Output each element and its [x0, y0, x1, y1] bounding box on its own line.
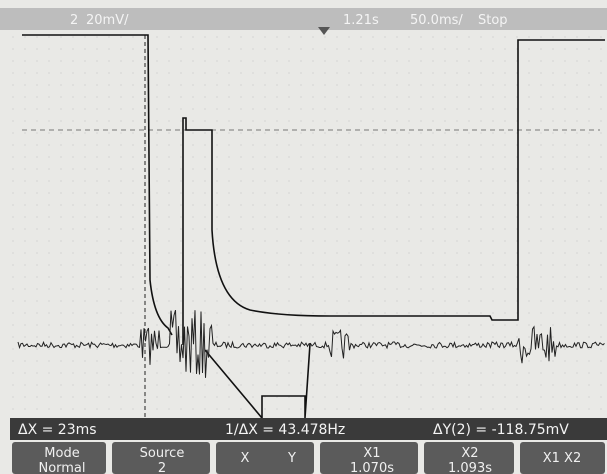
softkey-value: 1.093s: [448, 461, 492, 474]
trace-3: [204, 343, 311, 421]
softkey-value: 1.070s: [350, 461, 394, 474]
trace-1: [22, 34, 173, 336]
graticule: [10, 28, 607, 418]
softkey[interactable]: [12, 442, 106, 474]
softkey[interactable]: [216, 442, 314, 474]
softkeys: Mode Normal Source 2 X Y X1 1.070s X2 1.…: [12, 442, 605, 474]
softkey-label: X1 X2: [543, 451, 582, 466]
trigger-marker: [318, 27, 330, 35]
trigger-time: 1.21s: [343, 13, 379, 28]
timebase: 50.0ms/: [410, 13, 463, 28]
delta-x: ΔX = 23ms: [18, 422, 97, 438]
softkey[interactable]: [112, 442, 210, 474]
run-status: Stop: [478, 13, 508, 28]
softkey-label: X2: [461, 446, 478, 461]
softkey-label: X1: [363, 446, 380, 461]
status-bar: [0, 8, 607, 30]
softkey-value: Normal: [38, 461, 85, 474]
channel: 2: [70, 13, 78, 28]
softkey-label: X: [241, 451, 250, 466]
noise-path: [17, 309, 605, 378]
trace-2: [182, 39, 605, 345]
noise-trace: [17, 309, 605, 378]
measure-bar: [10, 418, 607, 440]
softkey[interactable]: [424, 442, 514, 474]
delta-y: ΔY(2) = -118.75mV: [433, 422, 569, 438]
vertical-scale: 20mV/: [86, 13, 129, 28]
inverse-delta-x: 1/ΔX = 43.478Hz: [225, 422, 345, 438]
softkey-value: 2: [158, 461, 166, 474]
softkey-label: Y: [287, 451, 296, 466]
softkey[interactable]: [520, 442, 605, 474]
softkey-label: Mode: [44, 446, 79, 461]
softkey[interactable]: [320, 442, 418, 474]
waveforms: [22, 34, 605, 421]
softkey-label: Source: [140, 446, 185, 461]
